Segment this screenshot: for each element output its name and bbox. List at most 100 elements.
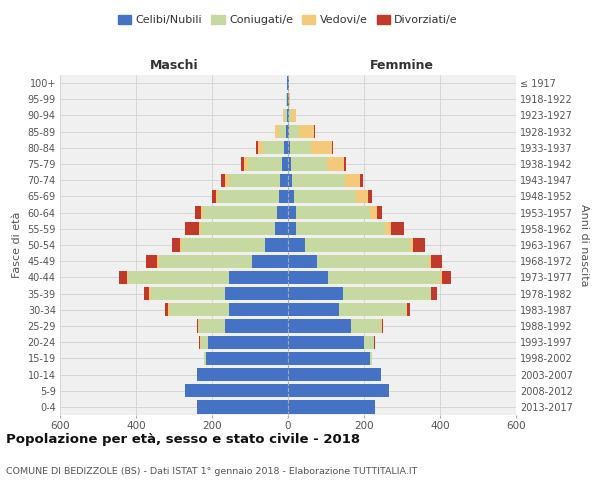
Bar	[168, 303, 170, 316]
Bar	[311, 141, 332, 154]
Bar	[185, 222, 199, 235]
Bar	[229, 270, 288, 284]
Bar	[287, 92, 288, 106]
Bar	[205, 352, 206, 365]
Bar	[119, 270, 127, 284]
Bar	[216, 190, 218, 203]
Bar	[296, 222, 385, 235]
Bar	[289, 92, 290, 106]
Bar	[283, 158, 288, 170]
Bar	[199, 320, 226, 332]
Bar	[221, 174, 226, 187]
Bar	[278, 190, 288, 203]
Bar	[149, 287, 151, 300]
Bar	[197, 368, 288, 381]
Bar	[290, 141, 311, 154]
Bar	[165, 303, 168, 316]
Text: COMUNE DI BEDIZZOLE (BS) - Dati ISTAT 1° gennaio 2018 - Elaborazione TUTTITALIA.: COMUNE DI BEDIZZOLE (BS) - Dati ISTAT 1°…	[6, 468, 418, 476]
Bar	[146, 254, 157, 268]
Bar	[241, 158, 244, 170]
Bar	[288, 368, 381, 381]
Bar	[382, 320, 383, 332]
Bar	[197, 320, 198, 332]
Bar	[288, 384, 389, 398]
Bar	[143, 287, 149, 300]
Bar	[296, 206, 370, 220]
Bar	[288, 158, 291, 170]
Bar	[198, 320, 199, 332]
Bar	[248, 158, 283, 170]
Bar	[157, 254, 159, 268]
Bar	[127, 270, 128, 284]
Bar	[406, 303, 407, 316]
Bar	[287, 76, 288, 90]
Bar	[278, 125, 286, 138]
Bar	[305, 238, 410, 252]
Bar	[288, 287, 343, 300]
Bar	[288, 76, 289, 90]
Bar	[442, 270, 451, 284]
Bar	[288, 238, 305, 252]
Bar	[332, 141, 333, 154]
Bar	[203, 206, 277, 220]
Bar	[288, 174, 292, 187]
Bar	[356, 190, 368, 203]
Bar	[286, 92, 287, 106]
Bar	[374, 336, 375, 349]
Bar	[377, 206, 382, 220]
Y-axis label: Anni di nascita: Anni di nascita	[578, 204, 589, 286]
Bar	[226, 320, 288, 332]
Bar	[275, 125, 278, 138]
Bar	[200, 206, 203, 220]
Bar	[229, 303, 288, 316]
Bar	[283, 109, 284, 122]
Bar	[413, 238, 425, 252]
Bar	[185, 384, 288, 398]
Bar	[381, 320, 382, 332]
Bar	[218, 190, 278, 203]
Bar	[288, 254, 317, 268]
Bar	[288, 141, 290, 154]
Bar	[280, 174, 288, 187]
Bar	[370, 206, 377, 220]
Bar	[291, 158, 327, 170]
Bar	[350, 320, 381, 332]
Bar	[288, 320, 350, 332]
Bar	[368, 190, 371, 203]
Bar	[159, 254, 252, 268]
Bar	[440, 270, 442, 284]
Bar	[370, 352, 371, 365]
Bar	[288, 206, 296, 220]
Bar	[290, 109, 296, 122]
Bar	[317, 254, 428, 268]
Bar	[286, 125, 288, 138]
Bar	[263, 141, 284, 154]
Bar	[288, 190, 294, 203]
Bar	[287, 109, 288, 122]
Bar	[288, 352, 370, 365]
Bar	[364, 336, 373, 349]
Bar	[199, 222, 200, 235]
Bar	[275, 222, 288, 235]
Bar	[200, 222, 275, 235]
Bar	[288, 125, 289, 138]
Text: Popolazione per età, sesso e stato civile - 2018: Popolazione per età, sesso e stato civil…	[6, 432, 360, 446]
Bar	[289, 109, 290, 122]
Text: Maschi: Maschi	[149, 59, 199, 72]
Bar	[199, 336, 200, 349]
Bar	[299, 125, 314, 138]
Bar	[288, 270, 328, 284]
Bar	[345, 174, 360, 187]
Bar	[344, 158, 346, 170]
Bar	[200, 336, 208, 349]
Bar	[252, 254, 288, 268]
Bar	[288, 109, 289, 122]
Text: Femmine: Femmine	[370, 59, 434, 72]
Bar	[431, 254, 442, 268]
Legend: Celibi/Nubili, Coniugati/e, Vedovi/e, Divorziati/e: Celibi/Nubili, Coniugati/e, Vedovi/e, Di…	[113, 10, 463, 30]
Bar	[170, 303, 229, 316]
Bar	[343, 287, 431, 300]
Bar	[292, 174, 345, 187]
Bar	[208, 336, 288, 349]
Bar	[410, 238, 413, 252]
